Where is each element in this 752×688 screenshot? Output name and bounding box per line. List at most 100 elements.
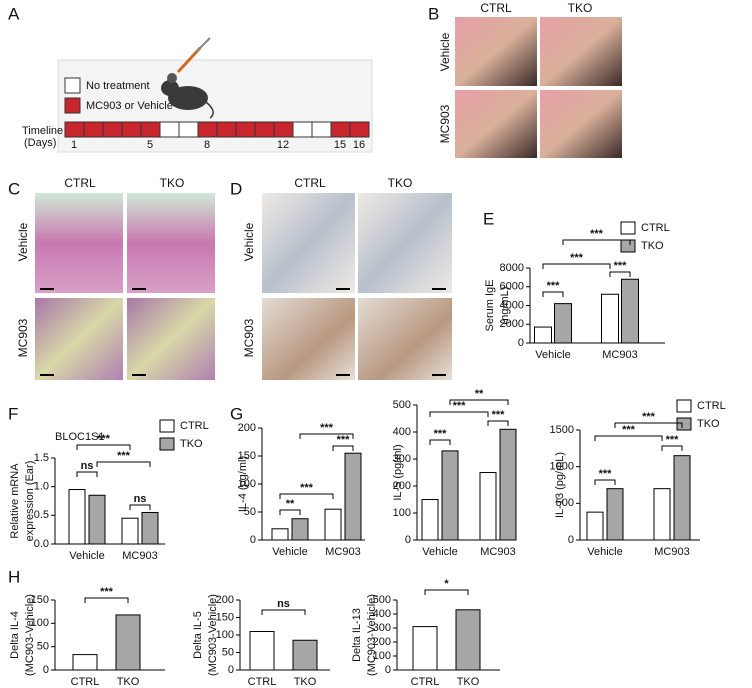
significance-label: *** <box>337 434 351 446</box>
y-tick-label: 1000 <box>550 461 574 473</box>
significance-label: ns <box>81 460 94 472</box>
photo <box>262 193 355 293</box>
bar <box>68 489 86 545</box>
significance-label: *** <box>666 434 680 446</box>
significance-bracket <box>609 271 631 277</box>
bar <box>653 488 671 541</box>
significance-bracket <box>429 411 489 417</box>
y-axis-label: (MC903-Vehicle) <box>366 594 378 676</box>
y-tick-label: 8000 <box>500 262 524 274</box>
y-tick-label: 300 <box>393 453 411 465</box>
bar <box>324 508 342 541</box>
legend-swatch <box>676 399 692 413</box>
timeline-cell <box>102 121 123 138</box>
bar-chart: 0 100 200 300 400 500 IL-5 (pg/ml) Vehicle MC903… <box>392 388 517 558</box>
y-tick-label: 1.5 <box>34 452 49 464</box>
scale-bars <box>336 288 446 376</box>
bar <box>249 631 275 671</box>
significance-bracket <box>332 445 354 451</box>
bar <box>455 609 481 671</box>
legend-swatch <box>159 437 175 451</box>
significance-label: *** <box>320 422 334 434</box>
timeline-unit: (Days) <box>24 137 56 149</box>
timeline-cell <box>292 121 313 138</box>
x-tick-label: MC903 <box>122 550 157 562</box>
column-label: CTRL <box>64 176 96 190</box>
significance-label: *** <box>614 260 628 272</box>
timeline-cell <box>159 121 180 138</box>
significance-bracket <box>279 493 334 499</box>
y-tick-label: 50 <box>222 646 234 658</box>
significance-bracket <box>279 509 301 515</box>
bar <box>291 518 309 541</box>
y-tick-label: 200 <box>238 422 256 434</box>
panel-label: A <box>8 4 20 23</box>
significance-label: *** <box>300 482 314 494</box>
y-tick-label: 1.0 <box>34 481 49 493</box>
timeline-cell <box>330 121 351 138</box>
panel-label: E <box>483 209 494 228</box>
column-label: CTRL <box>294 176 326 190</box>
scale-bars <box>40 288 146 376</box>
legend-label: CTRL <box>697 400 726 412</box>
significance-bracket <box>562 239 631 245</box>
bar-chart: 0 500 1000 1500 IL-13 (pg/mL) Vehicle MC903 CTR… <box>550 399 726 558</box>
y-tick-label: 150 <box>216 611 234 623</box>
timeline-cell <box>349 121 370 138</box>
column-label: TKO <box>388 176 413 190</box>
x-tick-label: Vehicle <box>422 546 457 558</box>
y-axis-label: Delta IL-13 <box>351 608 363 662</box>
significance-bracket <box>542 291 564 297</box>
x-tick-label: Vehicle <box>587 546 622 558</box>
timeline-panel: No treatment MC903 or Vehicle Timeline (… <box>22 37 373 153</box>
legend-label: TKO <box>180 438 203 450</box>
bar <box>499 428 517 541</box>
bar <box>554 303 572 344</box>
legend-swatch <box>620 221 636 235</box>
mouse-icon <box>161 37 214 119</box>
significance-bracket <box>96 461 151 467</box>
legend-label: TKO <box>641 240 664 252</box>
y-tick-label: 0 <box>228 664 234 676</box>
y-axis-label: Delta IL-4 <box>9 611 21 659</box>
bar <box>344 452 362 541</box>
significance-bracket <box>76 444 131 450</box>
y-tick-label: 0.5 <box>34 509 49 521</box>
row-label: Vehicle <box>242 222 256 261</box>
timeline-cell <box>140 121 161 138</box>
significance-label: ns <box>277 598 290 610</box>
y-tick-label: 300 <box>373 622 391 634</box>
y-tick-label: 150 <box>31 594 49 606</box>
bar <box>601 293 619 344</box>
day-label: 16 <box>353 139 365 151</box>
legend-swatch <box>676 417 692 431</box>
panel-label: C <box>8 179 20 198</box>
bar <box>271 528 289 541</box>
significance-label: *** <box>492 409 506 421</box>
x-tick-label: TKO <box>117 676 140 688</box>
x-tick-label: Vehicle <box>69 550 104 562</box>
timeline-cell <box>121 121 142 138</box>
photo <box>127 193 215 293</box>
legend-swatch <box>64 97 81 114</box>
panel-label: F <box>8 404 18 423</box>
significance-label: *** <box>547 280 561 292</box>
y-tick-label: 200 <box>216 594 234 606</box>
bar <box>121 517 139 545</box>
significance-bracket <box>261 609 306 615</box>
day-label: 12 <box>277 139 289 151</box>
row-label: MC903 <box>16 318 30 357</box>
photo <box>455 17 537 86</box>
bar <box>292 639 318 671</box>
bar <box>441 450 459 541</box>
photo <box>262 298 355 380</box>
y-axis-label: (ng/mL) <box>499 287 511 325</box>
legend-swatch <box>620 239 636 253</box>
legend-label: CTRL <box>641 222 670 234</box>
x-tick-label: TKO <box>294 676 317 688</box>
photo <box>127 298 215 380</box>
significance-bracket <box>614 422 683 428</box>
y-tick-label: 150 <box>238 450 256 462</box>
photo <box>35 298 123 380</box>
